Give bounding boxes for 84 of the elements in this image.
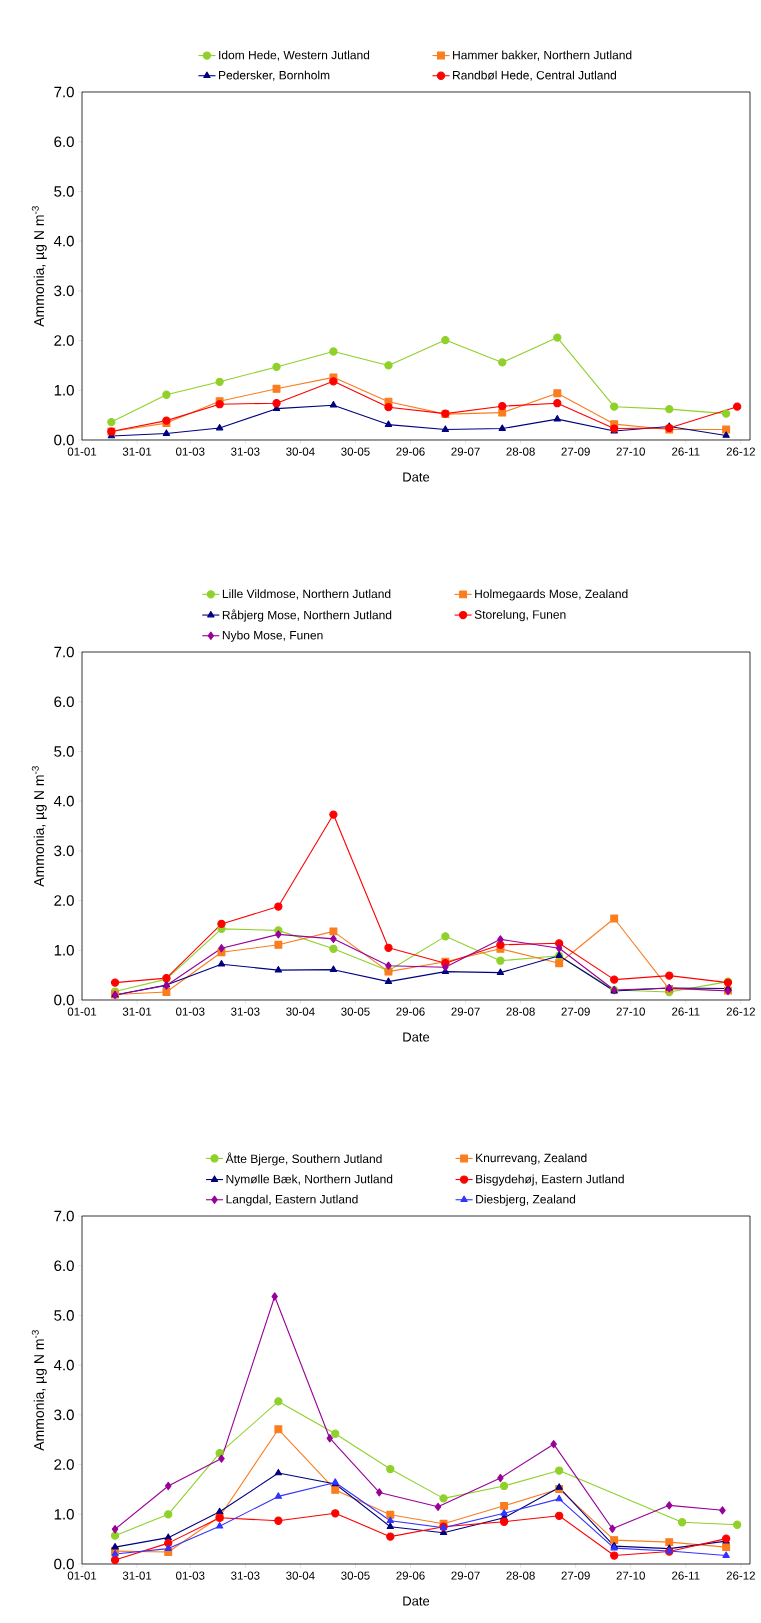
y-axis-title: Ammonia, µg N m$^{-3}$	[31, 766, 47, 887]
x-tick-label: 01-01	[67, 1571, 97, 1580]
y-tick-label: 1.0	[54, 944, 74, 956]
x-tick-label: 30-04	[286, 1007, 315, 1016]
x-tick-label: 27-09	[561, 1007, 590, 1016]
x-tick-label: 01-03	[176, 447, 205, 456]
y-tick-label: 7.0	[54, 86, 74, 98]
x-tick-label: 30-05	[341, 447, 370, 456]
y-tick-label: 6.0	[54, 696, 74, 708]
x-tick-label: 26-12	[726, 1571, 755, 1580]
x-tick-label: 27-10	[616, 1571, 645, 1580]
y-tick-label: 2.0	[54, 895, 74, 906]
y-tick-label: 7.0	[54, 1210, 74, 1222]
x-tick-label: 31-03	[231, 1007, 260, 1016]
y-tick-label: 5.0	[54, 746, 74, 757]
y-tick-label: 0.0	[54, 434, 74, 446]
x-tick-label: 29-06	[396, 1007, 425, 1016]
x-tick-label: 01-01	[67, 1007, 97, 1016]
x-tick-label: 26-12	[726, 447, 755, 456]
x-tick-label: 27-09	[561, 447, 590, 456]
legend-label: Idom Hede, Western Jutland	[219, 50, 370, 61]
y-tick-label: 4.0	[53, 1359, 74, 1371]
x-tick-label: 01-03	[176, 1571, 205, 1580]
x-tick-label: 01-01	[67, 447, 97, 456]
x-tick-label: 26-11	[672, 447, 700, 456]
legend-label: Nybo Mose, Funen	[222, 630, 323, 642]
x-tick-label: 29-07	[451, 447, 480, 456]
x-tick-label: 26-11	[672, 1007, 700, 1016]
legend-label: Lille Vildmose, Northern Jutland	[222, 589, 391, 600]
y-tick-label: 3.0	[54, 285, 74, 297]
y-tick-label: 1.0	[54, 1508, 74, 1520]
legend-label: Råbjerg Mose, Northern Jutland	[222, 609, 392, 622]
x-tick-label: 26-12	[726, 1007, 755, 1016]
x-axis-title: Date	[403, 472, 430, 482]
y-tick-label: 5.0	[54, 186, 74, 197]
x-tick-label: 27-10	[616, 1007, 645, 1016]
legend-label: Pedersker, Bornholm	[219, 70, 330, 81]
legend-label: Holmegaards Mose, Zealand	[475, 589, 628, 601]
y-axis-title: Ammonia, µg N m$^{-3}$	[31, 206, 47, 327]
legend-label: Bisgydehøj, Eastern Jutland	[476, 1174, 624, 1186]
y-tick-label: 0.0	[54, 1558, 74, 1570]
x-tick-label: 31-01	[122, 447, 152, 456]
x-tick-label: 01-03	[176, 1007, 205, 1016]
x-tick-label: 29-06	[396, 447, 425, 456]
y-tick-label: 2.0	[54, 1459, 74, 1470]
x-tick-label: 28-08	[506, 447, 535, 456]
legend-label: Nymølle Bæk, Northern Jutland	[226, 1174, 393, 1186]
y-tick-label: 3.0	[54, 1409, 74, 1421]
y-tick-label: 2.0	[54, 335, 74, 346]
y-tick-label: 0.0	[54, 994, 74, 1006]
y-tick-label: 6.0	[54, 136, 74, 148]
x-tick-label: 31-01	[122, 1007, 152, 1016]
legend-label: Hammer bakker, Northern Jutland	[453, 50, 632, 61]
legend-label: Åtte Bjerge, Southern Jutland	[225, 1152, 382, 1166]
y-axis-title: Ammonia, µg N m$^{-3}$	[31, 1330, 47, 1451]
y-tick-label: 7.0	[54, 646, 74, 658]
x-tick-label: 27-10	[616, 447, 645, 456]
y-tick-label: 1.0	[54, 384, 74, 396]
y-tick-label: 4.0	[53, 235, 74, 247]
x-tick-label: 31-03	[231, 447, 260, 456]
x-tick-label: 31-01	[122, 1571, 152, 1580]
legend-label: Randbøl Hede, Central Jutland	[453, 70, 617, 81]
x-tick-label: 29-07	[451, 1571, 480, 1580]
x-tick-label: 30-05	[341, 1571, 370, 1580]
x-tick-label: 29-06	[396, 1571, 425, 1580]
x-tick-label: 30-05	[341, 1007, 370, 1016]
y-tick-label: 6.0	[54, 1260, 74, 1272]
x-axis-title: Date	[403, 1032, 430, 1042]
x-tick-label: 27-09	[561, 1571, 590, 1580]
x-tick-label: 26-11	[672, 1571, 700, 1580]
legend-label: Knurrevang, Zealand	[476, 1153, 587, 1165]
x-tick-label: 30-04	[286, 447, 315, 456]
legend-label: Storelung, Funen	[474, 609, 566, 622]
y-tick-label: 4.0	[53, 795, 74, 807]
x-axis-title: Date	[403, 1596, 430, 1606]
x-tick-label: 31-03	[231, 1571, 260, 1580]
legend-label: Langdal, Eastern Jutland	[226, 1194, 358, 1206]
y-tick-label: 3.0	[54, 845, 74, 857]
x-tick-label: 28-08	[506, 1571, 535, 1580]
x-tick-label: 28-08	[506, 1007, 535, 1016]
y-tick-label: 5.0	[54, 1310, 74, 1321]
x-tick-label: 29-07	[451, 1007, 480, 1016]
x-tick-label: 30-04	[286, 1571, 315, 1580]
legend-label: Diesbjerg, Zealand	[476, 1194, 576, 1206]
